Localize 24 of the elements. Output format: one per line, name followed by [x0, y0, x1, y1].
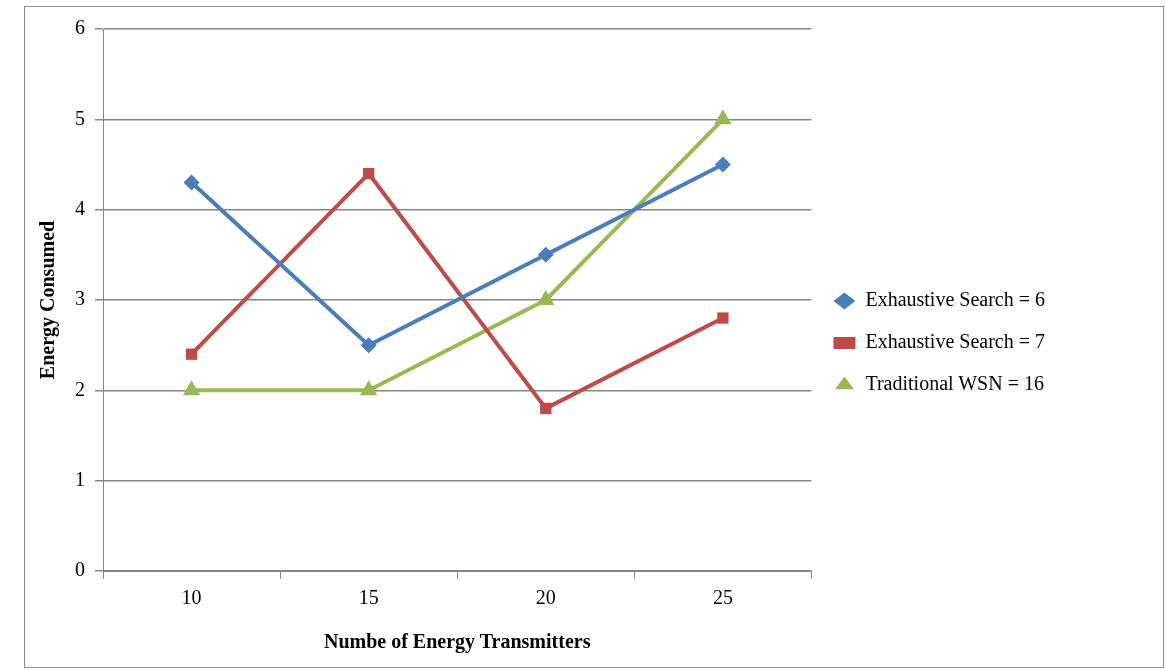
legend-label: Exhaustive Search = 7 — [865, 330, 1045, 353]
x-tick-label: 20 — [535, 586, 556, 609]
point — [540, 402, 552, 415]
x-tick-label: 25 — [712, 586, 733, 609]
point — [717, 312, 729, 324]
point — [185, 348, 198, 360]
y-tick-label: 2 — [75, 377, 85, 400]
y-tick-label: 1 — [75, 467, 85, 490]
x-axis-title: Numbe of Energy Transmitters — [323, 630, 591, 654]
y-tick-label: 6 — [75, 16, 85, 39]
x-tick-label: 15 — [358, 586, 379, 609]
y-tick-label: 5 — [75, 106, 85, 129]
y-tick-label: 0 — [75, 558, 85, 581]
x-tick-label: 10 — [181, 586, 202, 609]
y-axis-title: Energy Consumed — [36, 220, 60, 380]
point — [363, 167, 375, 180]
legend-label: Traditional WSN = 16 — [865, 372, 1044, 395]
y-tick-label: 3 — [75, 287, 85, 310]
point — [714, 156, 731, 173]
y-tick-label: 4 — [75, 196, 85, 219]
point — [360, 337, 377, 354]
legend-label: Exhaustive Search = 6 — [865, 288, 1045, 311]
point — [537, 246, 554, 263]
point — [183, 174, 200, 191]
